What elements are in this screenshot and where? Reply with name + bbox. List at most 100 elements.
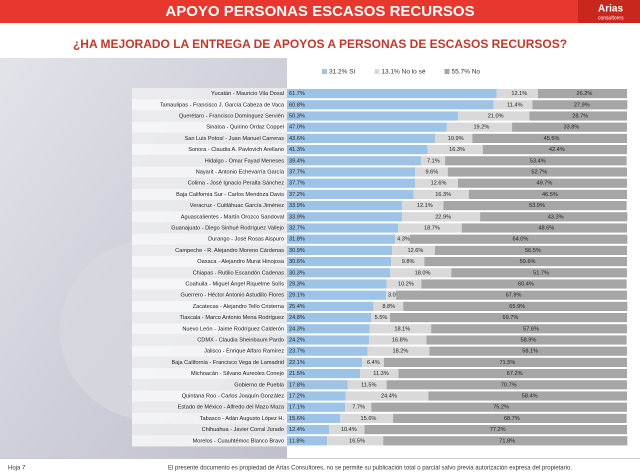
value-label: 18.2% [393,349,409,355]
value-label: 24.3% [289,326,305,332]
bar-segment [413,189,469,199]
bar-segment [287,346,368,356]
bar-segment [287,436,328,446]
value-label: 65.9% [509,304,525,310]
bar-segment [472,133,627,143]
value-label: 46.5% [542,192,558,198]
value-label: 19.2% [473,125,489,131]
bar-segment [362,357,384,367]
value-label: 24.4% [381,393,397,399]
bar-segment [396,290,627,300]
legend-swatch [322,69,327,74]
category-label: Colima - José Ignacio Peralta Sánchez [188,181,285,187]
bar-segment [287,357,363,367]
header-title: APOYO PERSONAS ESCASOS RECURSOS [165,3,474,20]
value-label: 10.2% [398,281,414,287]
row-band [132,144,287,156]
value-label: 17.2% [289,393,305,399]
bar-segment [512,122,627,132]
category-label: Baja California - Francisco Vega de Lama… [171,360,284,366]
bar-segment [390,268,452,278]
category-label: Sonora - Claudia A. Pavlovich Arellano [188,147,284,153]
bar-segment [496,89,538,99]
category-label: Durango - José Rosas Aispuro [208,237,284,243]
bar-segment [451,268,627,278]
value-label: 57.6% [523,326,539,332]
category-label: Guanajuato - Diego Sinhué Rodríguez Vall… [171,225,284,231]
value-label: 41.3% [289,147,305,153]
value-label: 33.9% [289,203,305,209]
row-band [132,435,287,447]
row-band [132,211,287,223]
bar-segment [340,413,394,423]
bar-segment [458,111,530,121]
bar-segment [347,380,387,390]
value-label: 9.6% [426,169,439,175]
category-label: Morelos - Cuauhtémoc Blanco Bravo [193,438,284,444]
bar-segment [287,234,396,244]
value-label: 30.9% [289,248,305,254]
value-label: 58.9% [521,337,537,343]
row-band [132,356,287,368]
bar-segment [287,122,447,132]
value-label: 71.8% [499,438,515,444]
bar-segment [369,335,427,345]
bar-segment [537,89,627,99]
bar-segment [427,145,483,155]
bar-segment [287,425,330,435]
category-label: Tlaxcala - Marco Antonio Mena Rodríguez [180,315,285,321]
value-label: 47.0% [289,125,305,131]
bar-segment [468,189,627,199]
value-label: 26.2% [576,91,592,97]
row-band [132,155,287,167]
category-label: Michoacán - Silvano Aureoles Conejo [191,371,284,377]
bar-segment [287,245,393,255]
footer-rule [0,458,640,459]
row-band [132,300,287,312]
value-label: 18.7% [424,225,440,231]
value-label: 39.4% [289,158,305,164]
bar-segment [532,100,628,110]
bar-segment [403,301,628,311]
legend-label: 55.7% No [451,69,480,76]
value-label: 12.1% [511,91,527,97]
category-label: Chihuahua - Javier Corral Jurado [202,427,284,433]
bar-segment [445,156,627,166]
category-label: Yucatán - Mauricio Vila Dosal [211,91,284,97]
bar-segment [367,346,430,356]
bar-segment [443,201,627,211]
value-label: 24.2% [289,337,305,343]
row-band [132,334,287,346]
bar-segment [287,89,497,99]
value-label: 43.6% [289,136,305,142]
value-label: 5.5% [375,315,388,321]
footer-note: El presente documento es propiedad de Ar… [168,466,572,472]
bar-segment [287,380,348,390]
row-band [132,424,287,436]
bar-segment [420,156,446,166]
value-label: 22.9% [435,214,451,220]
category-label: Sinaloa - Quirino Ordaz Coppel [206,125,284,131]
bar-segment [391,257,425,267]
next-arrow[interactable] [624,227,636,253]
bar-segment [398,369,627,379]
bar-segment [431,324,627,334]
row-band [132,267,287,279]
value-label: 16.3% [449,147,465,153]
row-band [132,166,287,178]
value-label: 18.0% [415,270,431,276]
bar-segment [345,391,429,401]
value-label: 69.7% [503,315,519,321]
bar-segment [364,425,627,435]
bar-segment [480,212,628,222]
value-label: 33.8% [564,125,580,131]
value-label: 32.7% [289,225,305,231]
value-label: 59.6% [520,259,536,265]
logo-box [578,0,640,23]
value-label: 11.8% [289,438,304,444]
value-label: 16.5% [349,438,365,444]
bar-segment [287,301,374,311]
bar-segment [287,413,341,423]
value-label: 77.2% [490,427,506,433]
value-label: 67.9% [506,293,522,299]
